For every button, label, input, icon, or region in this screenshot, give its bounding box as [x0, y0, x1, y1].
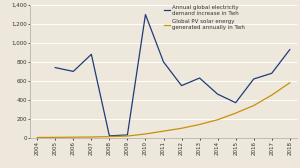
Annual global electricity
demand increase in Twh: [198, 77, 201, 79]
Annual global electricity
demand increase in Twh: [180, 85, 183, 87]
Annual global electricity
demand increase in Twh: [252, 78, 256, 80]
Annual global electricity
demand increase in Twh: [234, 102, 238, 104]
Annual global electricity
demand increase in Twh: [71, 70, 75, 72]
Annual global electricity
demand increase in Twh: [162, 61, 165, 63]
Annual global electricity
demand increase in Twh: [89, 53, 93, 55]
Global PV solar energy
generated annually in Twh: [252, 104, 256, 107]
Global PV solar energy
generated annually in Twh: [89, 136, 93, 138]
Annual global electricity
demand increase in Twh: [126, 134, 129, 136]
Global PV solar energy
generated annually in Twh: [71, 136, 75, 138]
Global PV solar energy
generated annually in Twh: [108, 136, 111, 138]
Global PV solar energy
generated annually in Twh: [180, 127, 183, 129]
Global PV solar energy
generated annually in Twh: [198, 123, 201, 125]
Annual global electricity
demand increase in Twh: [288, 49, 292, 51]
Annual global electricity
demand increase in Twh: [270, 72, 274, 74]
Legend: Annual global electricity
demand increase in Twh, Global PV solar energy
generat: Annual global electricity demand increas…: [164, 5, 245, 30]
Global PV solar energy
generated annually in Twh: [162, 130, 165, 132]
Global PV solar energy
generated annually in Twh: [126, 135, 129, 137]
Annual global electricity
demand increase in Twh: [108, 135, 111, 137]
Global PV solar energy
generated annually in Twh: [144, 133, 147, 135]
Global PV solar energy
generated annually in Twh: [35, 136, 39, 138]
Global PV solar energy
generated annually in Twh: [288, 82, 292, 84]
Line: Annual global electricity
demand increase in Twh: Annual global electricity demand increas…: [55, 14, 290, 136]
Global PV solar energy
generated annually in Twh: [53, 136, 57, 138]
Global PV solar energy
generated annually in Twh: [270, 94, 274, 96]
Annual global electricity
demand increase in Twh: [216, 93, 219, 95]
Line: Global PV solar energy
generated annually in Twh: Global PV solar energy generated annuall…: [37, 83, 290, 137]
Global PV solar energy
generated annually in Twh: [234, 112, 238, 114]
Annual global electricity
demand increase in Twh: [53, 67, 57, 69]
Global PV solar energy
generated annually in Twh: [216, 119, 219, 121]
Annual global electricity
demand increase in Twh: [144, 13, 147, 15]
